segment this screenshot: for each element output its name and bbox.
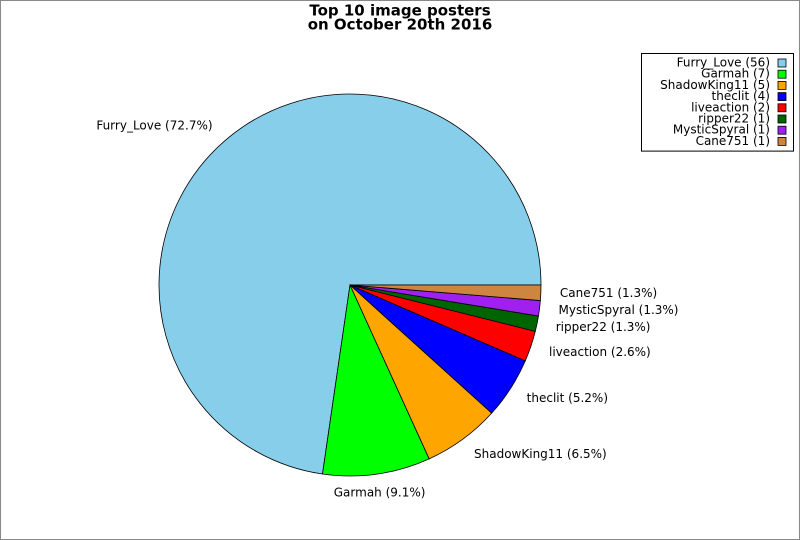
legend-swatch — [777, 58, 787, 68]
legend-label: Furry_Love (56) — [677, 56, 770, 70]
slice-label: theclit (5.2%) — [527, 391, 608, 405]
legend-box — [641, 53, 794, 152]
slice-label: Cane751 (1.3%) — [560, 286, 657, 300]
slice-label: ripper22 (1.3%) — [556, 320, 651, 334]
slice-label: liveaction (2.6%) — [549, 345, 651, 359]
legend-label: theclit (4) — [712, 89, 770, 103]
slice-label: Garmah (9.1%) — [334, 486, 426, 500]
slice-label: ShadowKing11 (6.5%) — [474, 447, 607, 461]
chart-title: Top 10 image posters — [309, 2, 490, 20]
legend-label: liveaction (2) — [691, 100, 770, 114]
legend-swatch — [777, 103, 787, 113]
legend-label: MysticSpyral (1) — [673, 123, 770, 137]
pie-slice — [322, 283, 430, 477]
legend-swatch — [777, 136, 787, 146]
slice-label: MysticSpyral (1.3%) — [559, 303, 679, 317]
legend-swatch — [777, 114, 787, 124]
legend-label: ripper22 (1) — [698, 112, 770, 126]
legend-swatch — [777, 125, 787, 135]
legend-label: Cane751 (1) — [696, 134, 770, 148]
legend-label: ShadowKing11 (5) — [660, 78, 770, 92]
chart-title: on October 20th 2016 — [308, 16, 493, 34]
legend-label: Garmah (7) — [701, 67, 770, 81]
legend-swatch — [777, 81, 787, 90]
slice-label: Furry_Love (72.7%) — [96, 119, 212, 133]
legend-swatch — [777, 69, 787, 79]
pie-slice — [349, 284, 542, 302]
legend-swatch — [777, 92, 787, 101]
pie-slice — [158, 93, 542, 475]
